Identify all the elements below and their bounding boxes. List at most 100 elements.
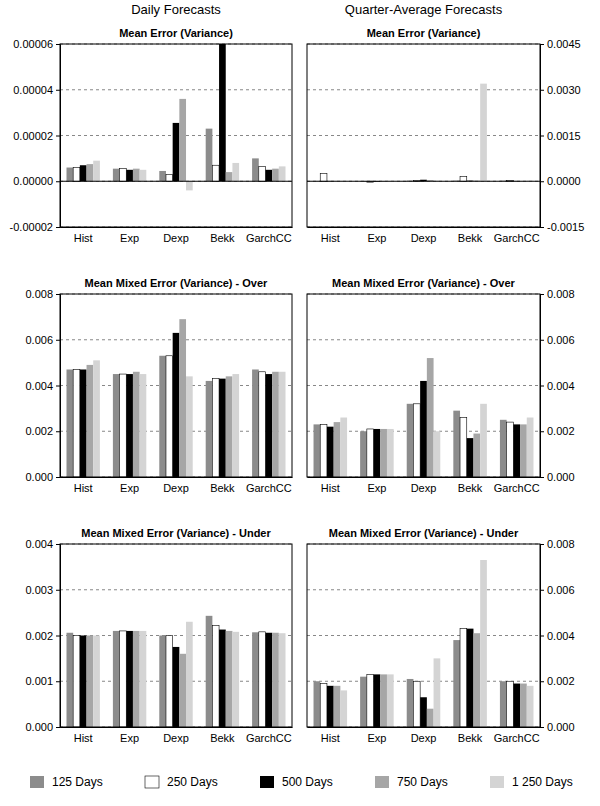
y-axis: -0.000020.000000.000020.000040.00006 (10, 38, 61, 233)
bar (420, 697, 427, 727)
bar (159, 356, 166, 477)
bar (314, 681, 321, 727)
x-tick: Exp (120, 227, 139, 244)
plot-frame (307, 294, 540, 477)
y-tick: 0.0000 (540, 175, 581, 187)
y-tick: 0.003 (25, 584, 60, 596)
y-tick-mark (540, 340, 544, 341)
bar (173, 333, 180, 477)
bar (113, 631, 120, 727)
x-tick-label: Hist (321, 232, 340, 244)
bar (93, 636, 100, 728)
y-tick-label: 0.004 (547, 380, 575, 392)
bar (80, 636, 87, 728)
y-tick: 0.002 (25, 630, 60, 642)
bar (80, 165, 87, 181)
bar (420, 381, 427, 477)
y-tick-mark (540, 544, 544, 545)
x-tick-label: Exp (120, 732, 139, 744)
bar (265, 633, 272, 727)
x-tick-label: Dexp (411, 482, 437, 494)
x-tick-label: GarchCC (246, 482, 292, 494)
y-tick-mark (56, 636, 60, 637)
y-tick-mark (540, 386, 544, 387)
plot-frame (307, 44, 540, 227)
x-axis-line (308, 477, 541, 478)
x-tick: GarchCC (246, 227, 292, 244)
bar (513, 684, 520, 727)
x-tick: Dexp (411, 227, 437, 244)
x-tick-label: Bekk (210, 482, 235, 494)
x-axis: HistExpDexpBekkGarchCC (308, 477, 541, 494)
x-tick: Bekk (210, 727, 235, 744)
bar (173, 647, 180, 727)
y-tick: 0.002 (25, 425, 60, 437)
bar (140, 374, 147, 477)
x-tick: Dexp (163, 477, 189, 494)
y-tick: 0.008 (25, 288, 60, 300)
chart-title: Mean Mixed Error (Variance) - Over (332, 277, 516, 289)
x-axis: HistExpDexpBekkGarchCC (308, 227, 541, 244)
grid-line (60, 89, 292, 90)
y-tick-label: 0.006 (547, 584, 575, 596)
grid-line (307, 135, 540, 136)
y-tick-label: 0.0045 (547, 38, 581, 50)
bar (387, 674, 394, 727)
legend-label: 250 Days (167, 775, 218, 789)
y-tick: 0.001 (25, 675, 60, 687)
bar (374, 674, 381, 727)
x-tick-label: Hist (74, 232, 93, 244)
bar (480, 560, 487, 727)
y-tick-label: 0.000 (547, 721, 575, 733)
bars (66, 319, 285, 477)
bar (272, 633, 279, 727)
y-tick-mark (56, 227, 60, 228)
panel: 0.0000.0020.0040.0060.008HistExpDexpBekk… (307, 527, 575, 744)
bar (113, 169, 120, 182)
y-tick-mark (56, 431, 60, 432)
x-axis: HistExpDexpBekkGarchCC (61, 727, 293, 744)
x-tick-label: Dexp (163, 482, 189, 494)
column-title: Quarter-Average Forecasts (345, 2, 503, 17)
bar (500, 420, 507, 477)
bar (507, 422, 514, 477)
bar (460, 629, 467, 727)
bar (387, 429, 394, 477)
legend-item: 750 Days (375, 775, 448, 789)
y-axis-line (56, 45, 61, 228)
y-tick-label: -0.00002 (10, 221, 53, 233)
y-tick: 0.0015 (540, 130, 581, 142)
x-axis-line (308, 227, 541, 228)
x-tick-label: GarchCC (494, 732, 540, 744)
bar (340, 690, 347, 727)
bar (407, 404, 414, 477)
y-tick: 0.002 (540, 675, 575, 687)
bar (327, 686, 334, 727)
x-axis-line (61, 477, 293, 478)
bar (407, 679, 414, 727)
x-tick: Bekk (458, 477, 483, 494)
y-tick-label: 0.008 (547, 288, 575, 300)
x-tick: Dexp (163, 727, 189, 744)
legend: 125 Days250 Days500 Days750 Days1 250 Da… (30, 775, 573, 789)
x-tick-label: Hist (321, 732, 340, 744)
y-tick-mark (540, 727, 544, 728)
y-tick-label: 0.004 (25, 538, 53, 550)
bar (367, 674, 374, 727)
zero-line (307, 181, 540, 182)
x-axis-line (308, 727, 541, 728)
bar (460, 177, 467, 182)
x-tick-label: Dexp (411, 232, 437, 244)
y-tick-mark (540, 227, 544, 228)
bar (259, 632, 266, 727)
legend-label: 500 Days (282, 775, 333, 789)
x-tick: GarchCC (494, 227, 540, 244)
x-tick: Hist (74, 227, 93, 244)
y-tick: 0.004 (25, 380, 60, 392)
bars (314, 84, 534, 183)
bar (374, 429, 381, 477)
grid-line (307, 89, 540, 90)
x-tick-label: Exp (367, 232, 386, 244)
x-tick: Dexp (411, 727, 437, 744)
bar (265, 374, 272, 477)
